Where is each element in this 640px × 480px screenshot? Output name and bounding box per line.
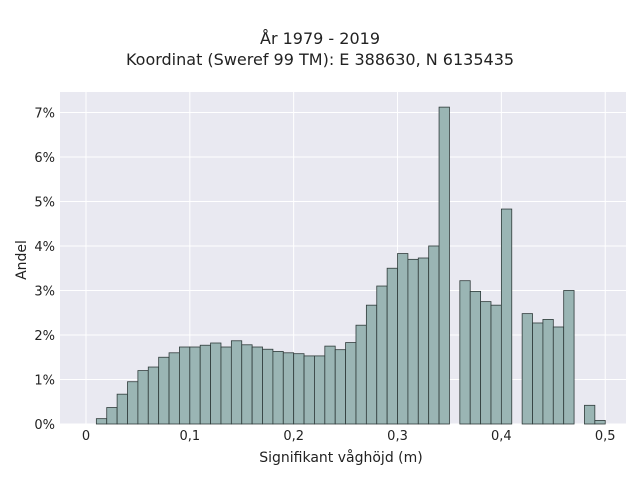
y-tick-label: 3% (34, 284, 55, 299)
histogram-bar (397, 253, 409, 425)
histogram-bar (563, 290, 575, 425)
histogram-bar (584, 404, 596, 425)
histogram-bar (116, 393, 128, 425)
histogram-bar (179, 346, 191, 425)
histogram-bar (230, 340, 243, 425)
chart-subtitle: Koordinat (Sweref 99 TM): E 388630, N 61… (125, 50, 515, 69)
histogram-bar (365, 304, 378, 425)
histogram-bar (282, 352, 295, 425)
histogram-bar (594, 420, 606, 425)
histogram-bar (334, 349, 346, 425)
histogram-bar (552, 326, 565, 425)
histogram-bar (158, 356, 170, 425)
histogram-bar (324, 345, 336, 425)
histogram-bar (95, 418, 108, 425)
histogram-bar (521, 313, 533, 425)
histogram-bar (127, 381, 139, 425)
histogram-bar (241, 344, 253, 425)
histogram-bar (199, 344, 211, 425)
histogram-bar (189, 346, 201, 425)
y-tick-label: 7% (34, 106, 55, 121)
histogram-bar (314, 355, 326, 425)
histogram-bar (532, 322, 544, 425)
histogram-bar (438, 106, 450, 425)
y-tick-label: 0% (34, 418, 55, 433)
histogram-bar (210, 342, 222, 425)
histogram-bar (386, 267, 398, 425)
histogram-bar (376, 285, 388, 425)
histogram-bar (355, 324, 367, 425)
x-tick-label: 0,4 (491, 429, 512, 444)
histogram-bar (490, 304, 502, 425)
histogram-bar (500, 208, 513, 425)
y-axis-label: Andel (14, 240, 30, 280)
histogram-bar (251, 346, 263, 425)
histogram-bar (428, 245, 440, 425)
x-tick-label: 0,2 (283, 429, 304, 444)
x-tick-label: 0 (82, 429, 90, 444)
histogram-bar (407, 258, 419, 425)
y-tick-label: 1% (34, 373, 55, 388)
y-tick-label: 2% (34, 329, 55, 344)
histogram-bar (459, 280, 471, 425)
histogram-bar (303, 355, 315, 425)
y-tick-label: 5% (34, 195, 55, 210)
x-tick-label: 0,1 (179, 429, 200, 444)
y-tick-label: 4% (34, 240, 55, 255)
histogram-bar (137, 370, 149, 425)
histogram-bar (417, 257, 430, 425)
histogram-bar (293, 353, 305, 425)
y-tick-label: 6% (34, 151, 55, 166)
chart-title: År 1979 - 2019 (260, 29, 380, 48)
histogram-bar (272, 351, 284, 425)
histogram-bar (168, 352, 180, 425)
x-axis-label: Signifikant våghöjd (m) (259, 449, 422, 466)
histogram-bar (106, 407, 118, 425)
histogram-bar (220, 346, 232, 425)
histogram-bar (469, 290, 482, 425)
histogram-bar (262, 348, 274, 425)
histogram-bar (345, 342, 357, 425)
histogram-bar (147, 366, 160, 425)
histogram-bar (480, 301, 492, 425)
x-tick-label: 0,5 (595, 429, 616, 444)
x-tick-label: 0,3 (387, 429, 408, 444)
histogram-bar (542, 319, 554, 425)
